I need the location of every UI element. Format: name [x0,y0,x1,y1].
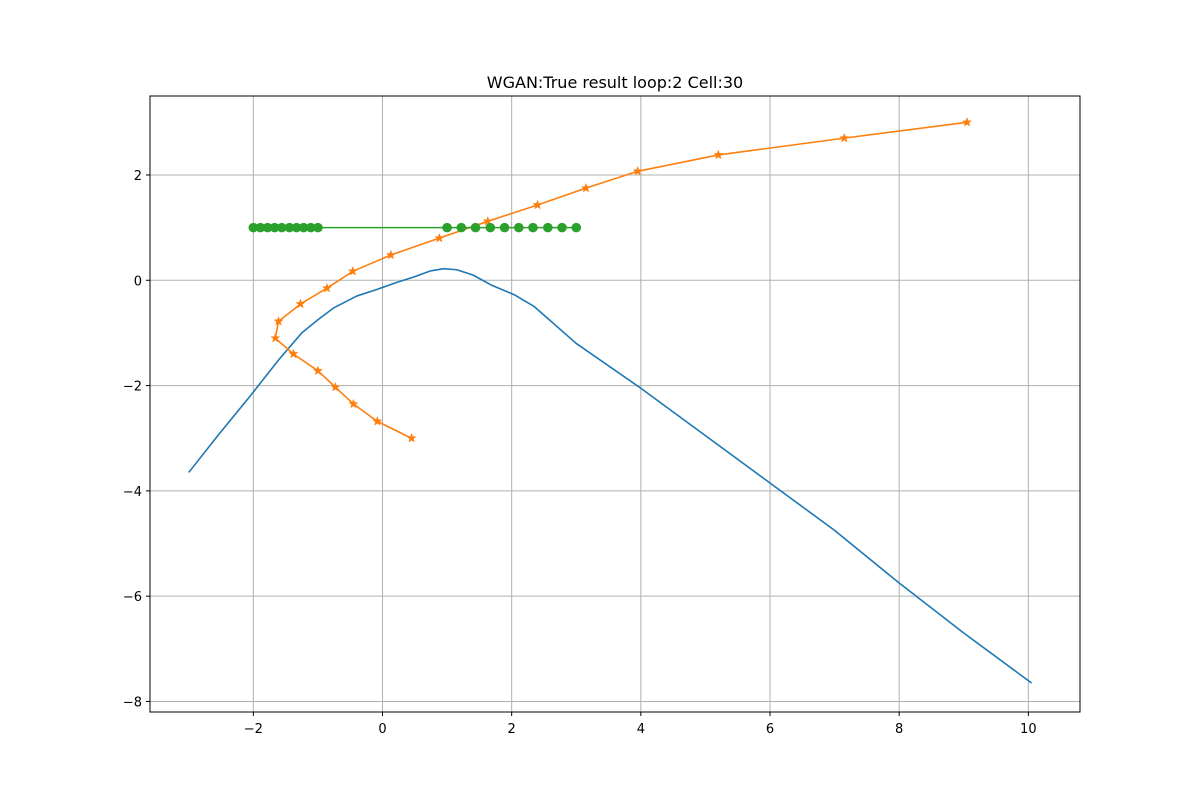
grid-layer [150,96,1080,712]
series-3-point [528,222,538,233]
series-3-point [499,222,510,233]
series-3-point [291,222,302,233]
series-2-line [274,121,968,439]
y-tick-label: −6 [123,590,142,605]
series-layer [188,117,1033,684]
y-tick-label: −2 [123,380,142,395]
x-tick-label: 8 [895,722,903,737]
series-2-point [288,348,299,359]
series-3-point [543,222,553,233]
series-2-point [532,199,543,210]
series-2-point [580,182,591,193]
series-3-point [513,222,524,233]
series-3-point [456,222,467,233]
series-3-point [248,222,259,233]
series-3-point [298,222,309,233]
series-3-point [262,222,273,233]
series-2-point [273,316,284,326]
series-3-point [284,222,295,233]
y-tick-label: 0 [134,274,142,289]
series-2-point [348,398,359,409]
series-3-point [571,222,582,233]
series-2 [270,117,973,443]
series-2-point [385,249,396,260]
series-3-point [276,222,287,233]
x-tick-label: 4 [637,722,645,737]
chart-title: WGAN:True result loop:2 Cell:30 [487,73,743,92]
plot-frame [149,95,1081,713]
series-2-point [482,215,493,226]
y-tick-label: 2 [134,169,142,184]
series-2-point [372,416,383,426]
series-2-point [330,381,341,392]
series-1-line [188,267,1033,684]
y-tick-label: −4 [123,485,142,500]
series-2-point [713,149,724,160]
series-3-point [557,222,567,233]
series-2-point [321,282,333,293]
series-2-point [295,298,306,309]
series-1 [188,267,1033,684]
x-tick-label: 6 [766,722,774,737]
series-3-point [470,222,481,233]
series-3 [248,222,582,233]
series-3-point [306,222,316,233]
series-3-point [485,222,496,233]
x-tick-label: 10 [1020,722,1037,737]
x-tick-label: 2 [508,722,516,737]
series-2-point [961,117,973,127]
series-2-point [434,232,445,243]
series-2-point [406,432,417,443]
series-2-point [632,165,643,176]
tick-layer: −2 0 2 4 6 8 10 −8 −6 −4 −2 0 2 [123,169,1037,737]
x-tick-label: −2 [244,722,263,737]
series-2-point [839,132,850,143]
series-3-point [269,222,280,233]
series-2-point [312,365,323,376]
series-3-point [313,222,323,233]
y-tick-label: −8 [123,695,142,710]
series-3-point [442,222,452,233]
x-tick-label: 0 [378,722,386,737]
series-3-point [255,222,266,233]
series-2-point [270,332,281,343]
series-2-point [347,266,358,276]
